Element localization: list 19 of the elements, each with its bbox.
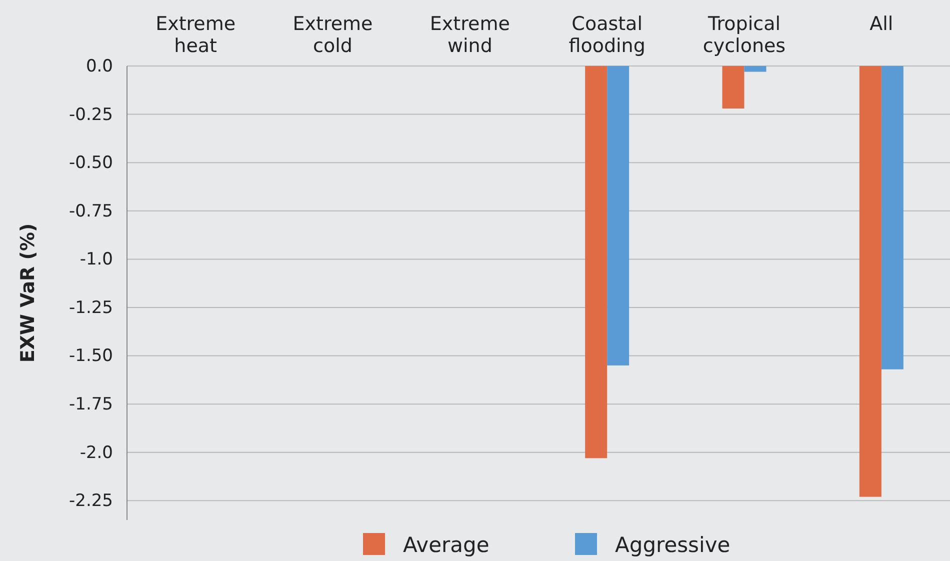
x-tick-label: Tropical cyclones (702, 13, 786, 57)
y-tick-label: -2.25 (69, 491, 113, 512)
y-tick-label: -1.25 (69, 298, 113, 318)
y-tick-label: -0.75 (69, 201, 113, 222)
x-tick-label: All (870, 13, 894, 35)
y-tick-label: -1.0 (80, 250, 113, 270)
x-tick-label: Coastal flooding (568, 13, 646, 57)
y-tick-label: -1.75 (69, 394, 113, 415)
y-tick-label: -2.0 (80, 442, 113, 463)
y-tick-label: -0.50 (69, 153, 113, 174)
y-tick-label: -1.50 (69, 346, 113, 366)
y-axis-title: EXW VaR (%) (17, 223, 39, 363)
x-tick-label: Extreme cold (292, 13, 373, 57)
y-tick-label: 0.0 (86, 56, 113, 76)
x-tick-label: Extreme heat (156, 13, 236, 57)
legend-label: Aggressive (615, 533, 730, 557)
legend-label: Average (403, 533, 490, 557)
x-tick-label: Extreme wind (430, 13, 510, 57)
y-tick-label: -0.25 (69, 104, 113, 125)
